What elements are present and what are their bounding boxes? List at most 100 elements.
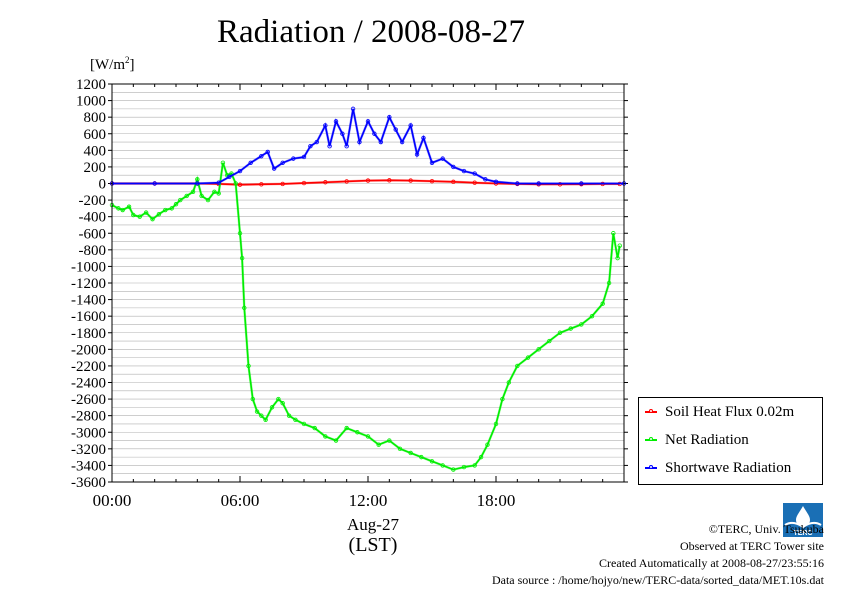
data-point-net-radiation: [472, 463, 477, 468]
data-point-net-radiation: [173, 202, 179, 207]
data-point-net-radiation: [312, 425, 317, 431]
data-point-net-radiation: [293, 417, 298, 423]
y-tick-label: 200: [84, 160, 107, 176]
footer-site: Observed at TERC Tower site: [679, 539, 824, 553]
footer-source: Data source : /home/hojyo/new/TERC-data/…: [491, 573, 824, 587]
legend: Soil Heat Flux 0.02m Net Radiation Short…: [638, 397, 823, 485]
y-tick-label: -3600: [71, 475, 106, 491]
data-point-net-radiation: [419, 454, 424, 460]
legend-item-net-radiation: Net Radiation: [645, 430, 749, 450]
x-tick-label: 18:00: [477, 491, 516, 510]
data-point-net-radiation: [376, 442, 381, 447]
data-point-net-radiation: [429, 459, 435, 464]
series-layer: [109, 106, 627, 472]
logo-text: TERC: [793, 530, 812, 537]
data-point-net-radiation: [259, 413, 264, 418]
data-point-net-radiation: [440, 463, 445, 468]
x-axis-zone: (LST): [348, 534, 398, 556]
data-point-shortwave-radiation: [333, 119, 339, 124]
data-point-net-radiation: [611, 231, 616, 236]
y-tick-label: -2200: [71, 359, 106, 375]
data-point-net-radiation: [617, 243, 622, 248]
data-point-shortwave-radiation: [365, 119, 371, 124]
data-point-net-radiation: [525, 355, 531, 360]
footer-created: Created Automatically at 2008-08-27/23:5…: [599, 556, 824, 570]
data-point-net-radiation: [485, 442, 490, 447]
data-point-shortwave-radiation: [378, 139, 383, 145]
data-point-soil-heat-flux-0-02m: [472, 180, 477, 185]
data-point-net-radiation: [220, 160, 226, 165]
data-point-shortwave-radiation: [323, 123, 328, 128]
data-point-shortwave-radiation: [314, 139, 319, 145]
y-tick-label: -400: [79, 210, 107, 226]
data-point-net-radiation: [169, 206, 174, 211]
data-point-net-radiation: [276, 396, 281, 402]
data-point-shortwave-radiation: [357, 139, 362, 145]
data-point-shortwave-radiation: [340, 131, 345, 136]
data-point-net-radiation: [116, 206, 121, 211]
y-tick-label: -2600: [71, 392, 106, 408]
data-point-shortwave-radiation: [483, 177, 488, 182]
data-point-net-radiation: [615, 255, 620, 261]
data-point-net-radiation: [126, 204, 132, 209]
data-point-shortwave-radiation: [327, 143, 332, 149]
y-tick-label: -200: [79, 193, 107, 209]
y-unit-base: [W/m: [90, 57, 125, 73]
y-axis-unit: [W/m2]: [90, 55, 135, 74]
data-point-net-radiation: [323, 434, 328, 439]
y-axis: 120010008006004002000-200-400-600-800-10…: [71, 77, 628, 491]
data-point-soil-heat-flux-0-02m: [451, 179, 456, 185]
data-point-shortwave-radiation: [259, 153, 264, 159]
x-axis: 00:00 06:00 12:00 18:00: [93, 84, 625, 510]
data-point-shortwave-radiation: [227, 174, 232, 180]
y-tick-label: -1000: [71, 259, 106, 275]
data-point-net-radiation: [212, 189, 217, 194]
y-tick-label: -3000: [71, 425, 106, 441]
data-point-net-radiation: [506, 380, 511, 385]
data-point-net-radiation: [246, 363, 251, 369]
y-tick-label: -1600: [71, 309, 106, 325]
data-point-net-radiation: [451, 467, 456, 472]
y-unit-sup: 2: [125, 55, 130, 65]
data-point-soil-heat-flux-0-02m: [408, 178, 413, 183]
data-point-net-radiation: [557, 330, 563, 335]
data-point-net-radiation: [478, 454, 484, 460]
data-point-net-radiation: [387, 438, 392, 443]
data-point-net-radiation: [178, 197, 183, 203]
data-point-soil-heat-flux-0-02m: [344, 179, 349, 184]
data-point-net-radiation: [237, 231, 243, 236]
y-tick-label: -3200: [71, 442, 106, 458]
data-point-shortwave-radiation: [399, 139, 405, 145]
x-axis-date: Aug-27: [347, 515, 399, 534]
data-point-shortwave-radiation: [393, 127, 398, 132]
y-tick-label: -2400: [71, 376, 106, 392]
legend-item-shortwave: Shortwave Radiation: [645, 458, 791, 478]
data-point-net-radiation: [216, 191, 221, 196]
y-tick-label: -1200: [71, 276, 106, 292]
data-point-shortwave-radiation: [291, 156, 296, 161]
data-point-shortwave-radiation: [195, 181, 200, 186]
data-point-net-radiation: [156, 211, 162, 217]
data-point-net-radiation: [579, 322, 584, 327]
data-point-net-radiation: [254, 409, 260, 414]
data-point-net-radiation: [547, 338, 552, 344]
data-point-net-radiation: [199, 193, 204, 199]
legend-swatch-green: [645, 437, 657, 441]
series-line-net-radiation: [111, 162, 621, 471]
x-tick-label: 00:00: [93, 491, 132, 510]
data-point-shortwave-radiation: [350, 106, 356, 112]
y-unit-end: ]: [129, 57, 135, 73]
data-point-net-radiation: [461, 464, 467, 470]
grid-lines: [112, 83, 624, 483]
x-tick-label: 06:00: [221, 491, 260, 510]
data-point-net-radiation: [233, 181, 238, 186]
data-point-shortwave-radiation: [152, 181, 157, 186]
data-point-net-radiation: [500, 396, 505, 402]
data-point-shortwave-radiation: [536, 181, 541, 186]
data-point-net-radiation: [365, 434, 371, 439]
data-point-shortwave-radiation: [515, 181, 520, 186]
legend-label: Soil Heat Flux 0.02m: [665, 403, 795, 420]
data-point-net-radiation: [250, 396, 255, 402]
data-point-net-radiation: [195, 177, 200, 182]
